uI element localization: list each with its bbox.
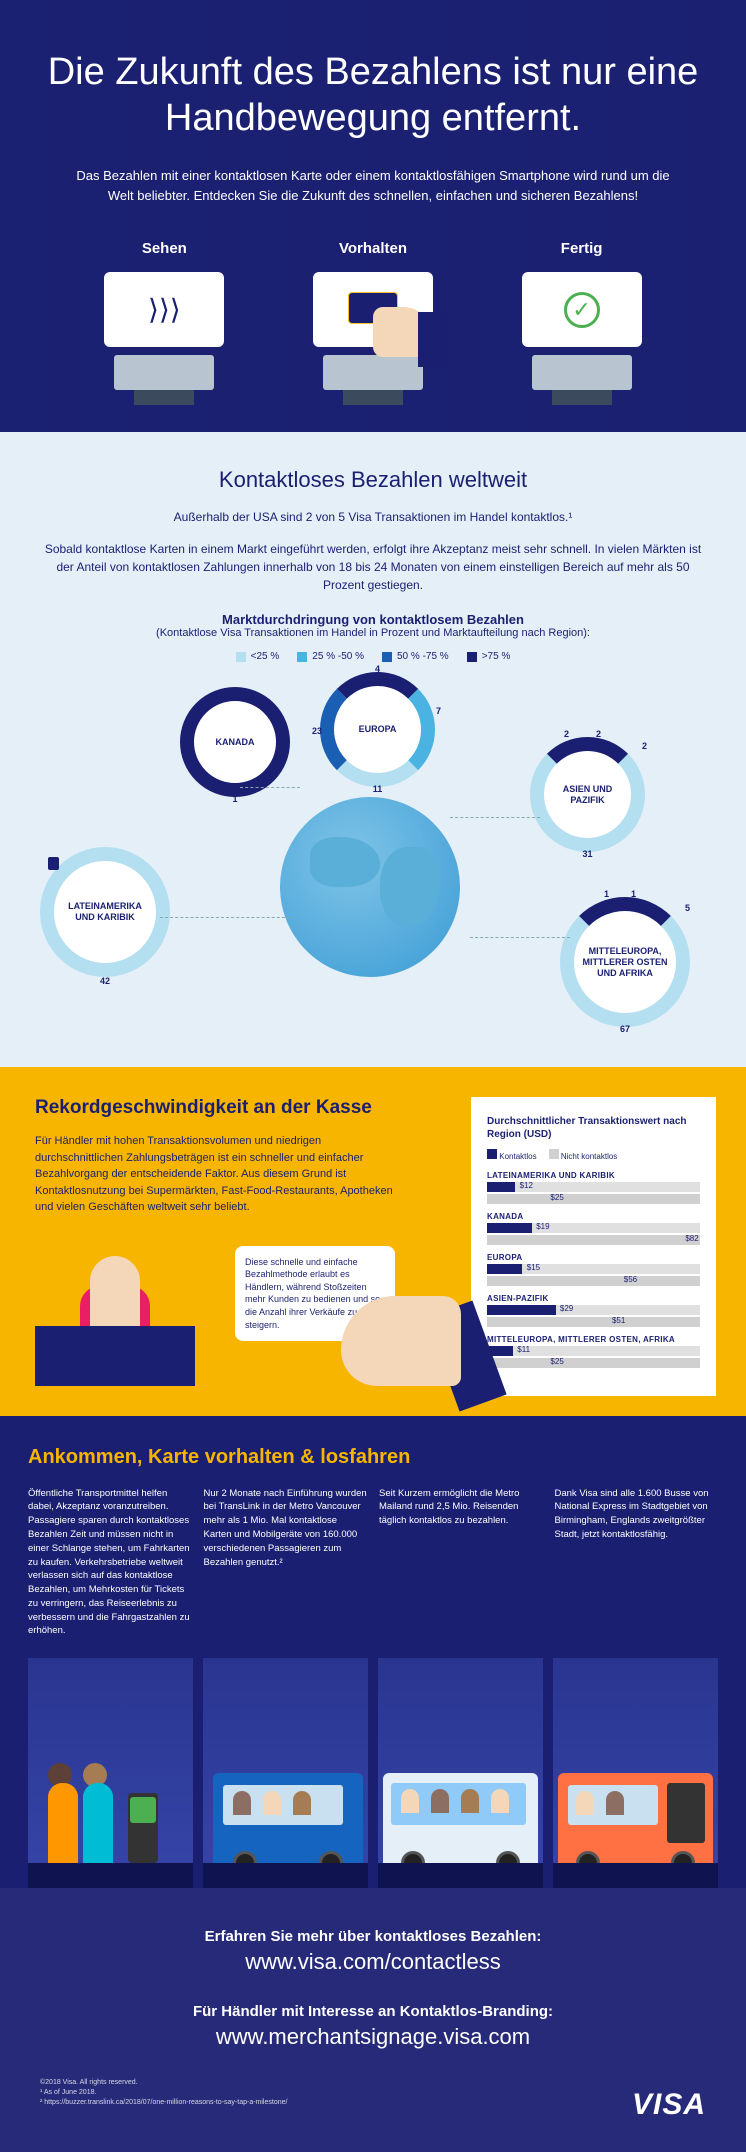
receipt-title: Durchschnittlicher Transaktions­wert nac… <box>487 1115 700 1141</box>
receipt-legend: Kontaktlos Nicht kontaktlos <box>487 1149 700 1161</box>
leg-k: Kontaktlos <box>499 1152 536 1161</box>
transit-section: Ankommen, Karte vorhalten & losfahren Öf… <box>0 1416 746 1888</box>
donut-asia: ASIEN UND PAZIFIK 2 2 2 31 <box>530 737 645 852</box>
contactless-icon: ⟩⟩⟩ <box>148 293 181 326</box>
donut-canada: KANADA1 <box>180 687 290 797</box>
validator-icon <box>128 1793 158 1863</box>
world-heading: Kontaktloses Bezahlen weltweit <box>40 467 706 493</box>
globe-icon <box>280 797 460 977</box>
seg-val: 4 <box>375 664 380 675</box>
world-sub: Marktdurchdringung von kontaktlosem Beza… <box>40 612 706 627</box>
legend-item: <25 % <box>236 651 280 662</box>
seg-val: 5 <box>685 903 690 914</box>
seg-val: 1 <box>631 889 636 900</box>
footer-line: Für Händler mit Interesse an Kontaktlos-… <box>40 2003 706 2020</box>
donut-area: KANADA1 LATEINAMERIKA UND KARIBIK142 EUR… <box>40 687 706 1027</box>
seg-val: 42 <box>100 976 110 987</box>
legend: <25 % 25 % -50 % 50 % -75 % >75 % <box>40 651 706 662</box>
hero-section: Die Zukunft des Bezahlens ist nur eine H… <box>0 0 746 432</box>
transit-heading: Ankommen, Karte vorhalten & losfahren <box>28 1446 718 1469</box>
donut-latam: LATEINAMERIKA UND KARIBIK142 <box>40 847 170 977</box>
transit-columns: Öffentliche Transportmittel helfen dabei… <box>28 1487 718 1638</box>
seg-val: 1 <box>232 794 237 805</box>
legend-item: 25 % -50 % <box>297 651 364 662</box>
transit-col: Öffentliche Transportmittel helfen dabei… <box>28 1487 192 1638</box>
footer-line: Erfahren Sie mehr über kontaktloses Beza… <box>40 1928 706 1945</box>
legend-item: 50 % -75 % <box>382 651 449 662</box>
hand-icon <box>341 1296 461 1386</box>
terminal-label: Fertig <box>512 240 652 257</box>
terminal-see: Sehen ⟩⟩⟩ <box>94 240 234 392</box>
transit-col: Nur 2 Monate nach Einführung wurden bei … <box>204 1487 368 1638</box>
record-section: Rekordgeschwindigkeit an der Kasse Für H… <box>0 1067 746 1416</box>
seg-val: 7 <box>436 706 441 717</box>
seg-val: 67 <box>620 1024 630 1035</box>
check-icon: ✓ <box>564 292 600 328</box>
region-label: LATEINAMERIKA UND KARIBIK <box>59 901 151 923</box>
seg-val: 11 <box>373 784 383 795</box>
donut-cemea: MITTELEUROPA, MITTLERER OSTEN UND AFRIKA… <box>560 897 690 1027</box>
footer-url[interactable]: www.visa.com/contactless <box>40 1949 706 1975</box>
seg-val: 31 <box>582 849 592 860</box>
donut-europe: EUROPA 4 7 11 23 <box>320 672 435 787</box>
region-label: ASIEN UND PAZIFIK <box>549 784 626 806</box>
world-intro1: Außerhalb der USA sind 2 von 5 Visa Tran… <box>40 508 706 526</box>
footer-url[interactable]: www.merchantsignage.visa.com <box>40 2024 706 2050</box>
transit-col: Dank Visa sind alle 1.600 Busse von Nati… <box>555 1487 719 1638</box>
legend-item: >75 % <box>467 651 511 662</box>
terminal-label: Sehen <box>94 240 234 257</box>
bus-illustrations <box>28 1658 718 1888</box>
cashier-illustration: Diese schnelle und einfache Bezahlmethod… <box>35 1236 711 1386</box>
footer-fineprint: ©2018 Visa. All rights reserved. ¹ As of… <box>40 2078 706 2107</box>
bar-row: LATEINAMERIKA UND KARIBIK$12$25 <box>487 1171 700 1204</box>
footer-section: Erfahren Sie mehr über kontaktloses Beza… <box>0 1888 746 2151</box>
region-label: MITTELEUROPA, MITTLERER OSTEN UND AFRIKA <box>579 946 671 978</box>
record-text: Für Händler mit hohen Transaktionsvolume… <box>35 1133 395 1216</box>
terminal-tap: Vorhalten <box>303 240 443 392</box>
region-label: EUROPA <box>359 724 397 735</box>
seg-val: 1 <box>604 889 609 900</box>
world-section: Kontaktloses Bezahlen weltweit Außerhalb… <box>0 432 746 1067</box>
hero-subtitle: Das Bezahlen mit einer kontaktlosen Kart… <box>70 166 676 205</box>
terminal-done: Fertig ✓ <box>512 240 652 392</box>
world-intro2: Sobald kontaktlose Karten in einem Markt… <box>40 540 706 594</box>
hero-title: Die Zukunft des Bezahlens ist nur eine H… <box>40 50 706 141</box>
leg-nk: Nicht kontaktlos <box>561 1152 617 1161</box>
transit-col: Seit Kurzem ermöglicht die Metro Mailand… <box>379 1487 543 1638</box>
terminal-row: Sehen ⟩⟩⟩ Vorhalten Fertig ✓ <box>60 240 686 392</box>
seg-val: 23 <box>312 726 322 737</box>
world-subsub: (Kontaktlose Visa Transaktionen im Hande… <box>40 627 706 639</box>
terminal-label: Vorhalten <box>303 240 443 257</box>
seg-val: 1 <box>48 857 59 870</box>
seg-val: 2 <box>564 729 569 740</box>
region-label: KANADA <box>216 737 255 748</box>
seg-val: 2 <box>596 729 601 740</box>
seg-val: 2 <box>642 741 647 752</box>
